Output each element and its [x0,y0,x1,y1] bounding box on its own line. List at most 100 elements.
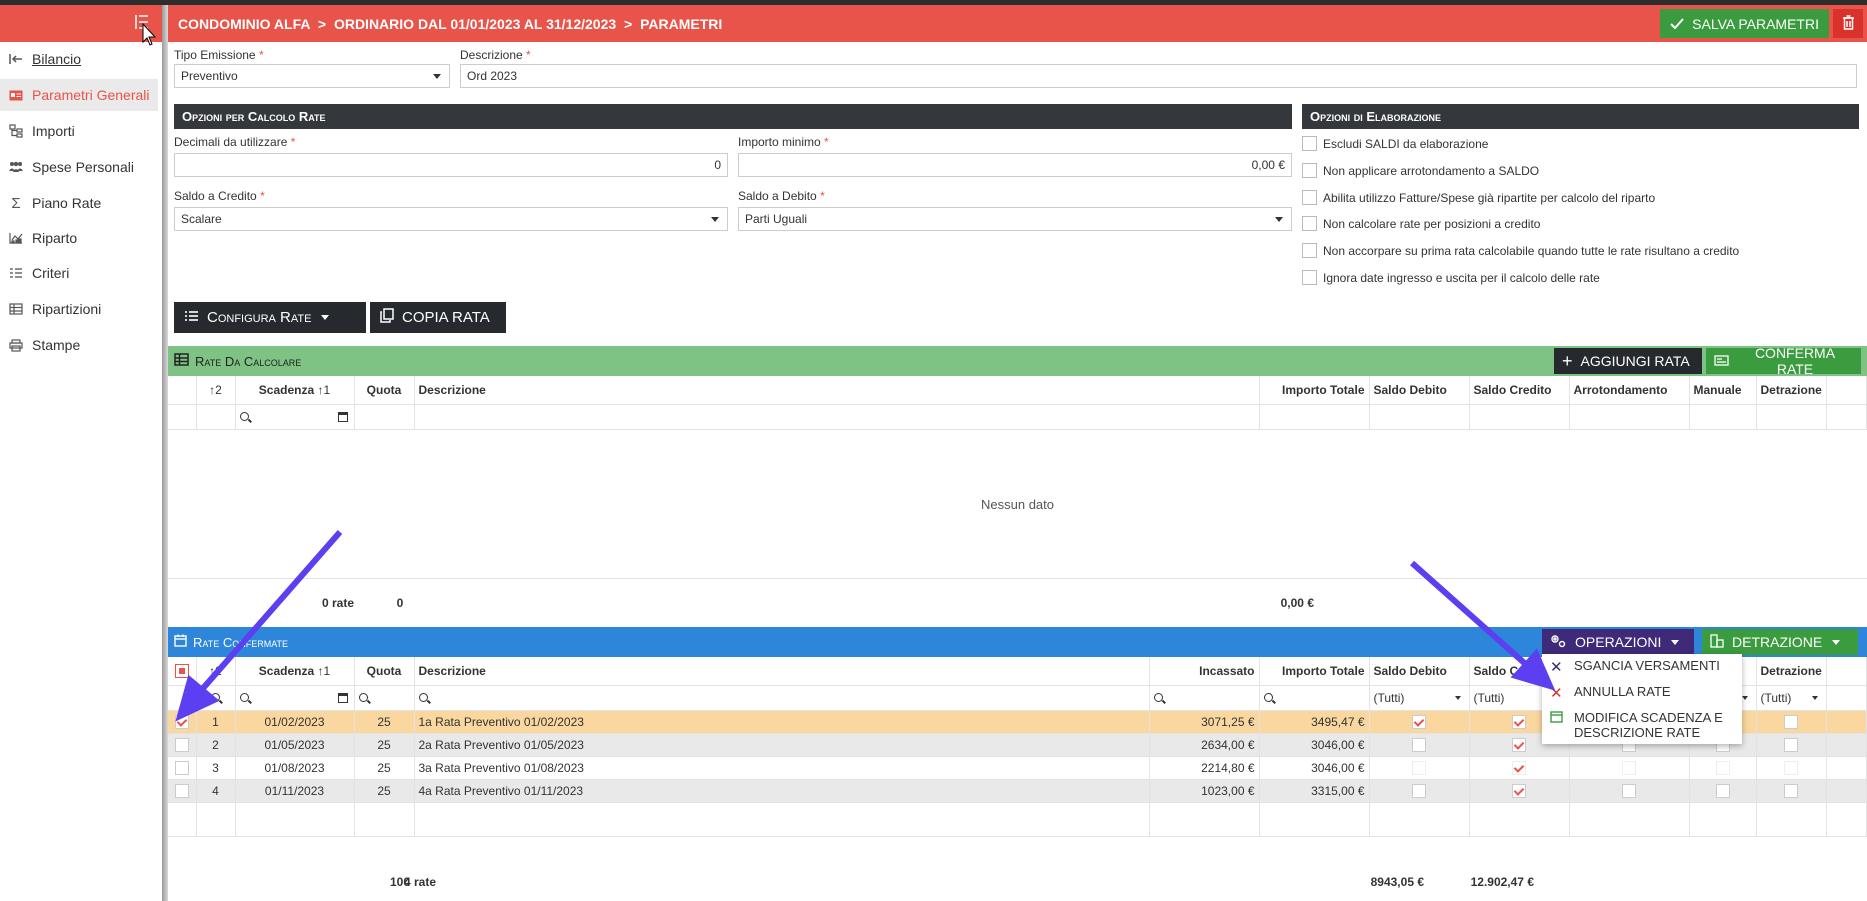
scadenza-header[interactable]: Scadenza ↑1 [235,376,355,405]
sidebar-item-bilancio[interactable]: Bilancio [0,43,158,75]
row-saldo-debito [1369,710,1470,734]
option-checkbox[interactable] [1302,163,1317,178]
saldo-debito-select[interactable]: Parti Uguali [738,207,1292,231]
breadcrumb-condominio[interactable]: CONDOMINIO ALFA [178,16,310,32]
sidebar-divider[interactable] [162,5,168,901]
saldo-debito-header[interactable]: Saldo Debito [1369,657,1470,686]
saldo-debito-header[interactable]: Saldo Debito [1369,376,1470,405]
copia-rata-button[interactable]: COPIA RATA [370,302,506,333]
sort-filter[interactable] [196,685,236,711]
sidebar-item-riparto[interactable]: Riparto [0,222,158,254]
select-column [168,376,197,405]
scadenza-header[interactable]: Scadenza ↑1 [235,657,355,686]
descrizione-filter[interactable] [414,685,1150,711]
sort-order-header[interactable]: ↑2 [196,376,236,405]
search-icon [418,692,428,702]
quota-header[interactable]: Quota [354,376,415,405]
saldo-credito-header[interactable]: Saldo Credito [1469,376,1570,405]
row-checkbox[interactable] [174,783,189,798]
tipo-emissione-select[interactable]: Preventivo [174,64,450,88]
calendar-icon[interactable] [337,692,348,703]
row-checkbox[interactable] [174,737,189,752]
incassato-filter[interactable] [1149,685,1260,711]
sidebar-item-criteri[interactable]: Criteri [0,257,158,289]
importo-filter[interactable] [1259,685,1370,711]
row-saldo-credito [1469,756,1570,780]
incassato-header[interactable]: Incassato [1149,657,1260,686]
breadcrumb: CONDOMINIO ALFA > ORDINARIO DAL 01/01/20… [178,16,722,32]
sidebar-item-stampe[interactable]: Stampe [0,329,158,361]
row-manuale [1689,756,1757,780]
detrazione-filter[interactable]: (Tutti) [1756,685,1827,711]
decimali-input[interactable]: 0 [174,153,728,177]
filter-cell [1469,404,1570,430]
detrazione-button[interactable]: DETRAZIONE [1702,629,1858,655]
sidebar-item-parametri-generali[interactable]: Parametri Generali [0,79,158,111]
option-checkbox[interactable] [1302,216,1317,231]
descrizione-input[interactable]: Ord 2023 [460,64,1857,88]
footer-totale: 12.902,47 € [1470,875,1534,889]
sidebar-item-spese-personali[interactable]: Spese Personali [0,151,158,183]
quota-header[interactable]: Quota [354,657,415,686]
importo-minimo-input[interactable]: 0,00 € [738,153,1292,177]
conferma-rate-button[interactable]: CONFERMA RATE [1706,345,1861,377]
row-select-cell[interactable] [168,710,197,734]
row-checkbox[interactable] [174,714,189,729]
saldo-credito-select[interactable]: Scalare [174,207,728,231]
row-checkbox[interactable] [174,760,189,775]
table-row[interactable]: 3 01/08/2023 25 3a Rata Preventivo 01/08… [168,756,1867,780]
copia-rata-label: COPIA RATA [402,309,490,326]
option-checkbox[interactable] [1302,190,1317,205]
empty-message: Nessun dato [981,497,1054,512]
manuale-header[interactable]: Manuale [1689,376,1757,405]
arrotondamento-header[interactable]: Arrotondamento [1569,376,1690,405]
detrazione-header[interactable]: Detrazione [1756,376,1827,405]
calendar-icon[interactable] [337,411,348,422]
tipo-emissione-label: Tipo Emissione * [174,48,264,62]
sort-order-header[interactable]: ↑2 [196,657,236,686]
row-select-cell[interactable] [168,756,197,780]
menu-item-sgancia-versamenti[interactable]: ✕ SGANCIA VERSAMENTI [1542,654,1742,680]
descrizione-header[interactable]: Descrizione [414,376,1260,405]
manuale-checkbox [1715,783,1730,798]
save-parameters-button[interactable]: SALVA PARAMETRI [1660,9,1829,38]
quota-filter[interactable] [354,685,415,711]
collapse-sidebar-icon[interactable] [134,13,154,33]
sidebar-item-importi[interactable]: Importi [0,115,158,147]
row-importo: 3495,47 € [1259,710,1370,734]
saldo-credito-checkbox [1512,714,1526,729]
table-row[interactable]: 4 01/11/2023 25 4a Rata Preventivo 01/11… [168,779,1867,803]
option-checkbox[interactable] [1302,243,1317,258]
configura-rate-button[interactable]: Configura Rate [174,302,366,333]
select-all-checkbox[interactable] [174,664,189,679]
sidebar-item-ripartizioni[interactable]: Ripartizioni [0,293,158,325]
operazioni-button[interactable]: OPERAZIONI [1542,629,1694,655]
importo-totale-header[interactable]: Importo Totale [1259,376,1370,405]
descrizione-header[interactable]: Descrizione [414,657,1150,686]
detrazione-header[interactable]: Detrazione [1756,657,1827,686]
arrotondamento-checkbox [1622,783,1636,798]
option-checkbox[interactable] [1302,270,1317,285]
option-label: Non applicare arrotondamento a SALDO [1323,164,1540,178]
table-icon [174,353,189,369]
scadenza-filter[interactable] [235,685,355,711]
breadcrumb-esercizio[interactable]: ORDINARIO DAL 01/01/2023 AL 31/12/2023 [333,16,617,32]
menu-item-modifica-scadenza[interactable]: MODIFICA SCADENZA E DESCRIZIONE RATE [1542,706,1742,744]
scadenza-filter[interactable] [235,404,355,430]
row-incassato: 2214,80 € [1149,756,1260,780]
row-select-cell[interactable] [168,779,197,803]
select-all-column[interactable] [168,657,197,686]
option-checkbox[interactable] [1302,136,1317,151]
delete-button[interactable] [1833,9,1863,38]
menu-item-annulla-rate[interactable]: ✕ ANNULLA RATE [1542,680,1742,706]
row-detrazione [1756,710,1827,734]
importo-totale-header[interactable]: Importo Totale [1259,657,1370,686]
footer-totale: 0,00 € [1280,596,1314,610]
aggiungi-rata-button[interactable]: + AGGIUNGI RATA [1554,348,1702,374]
table-row[interactable]: 1 01/02/2023 25 1a Rata Preventivo 01/02… [168,710,1867,734]
saldo-debito-filter[interactable]: (Tutti) [1369,685,1470,711]
search-icon [358,692,368,702]
row-arrotondamento [1569,779,1690,803]
sidebar-item-piano-rate[interactable]: Σ Piano Rate [0,187,158,219]
row-select-cell[interactable] [168,733,197,757]
